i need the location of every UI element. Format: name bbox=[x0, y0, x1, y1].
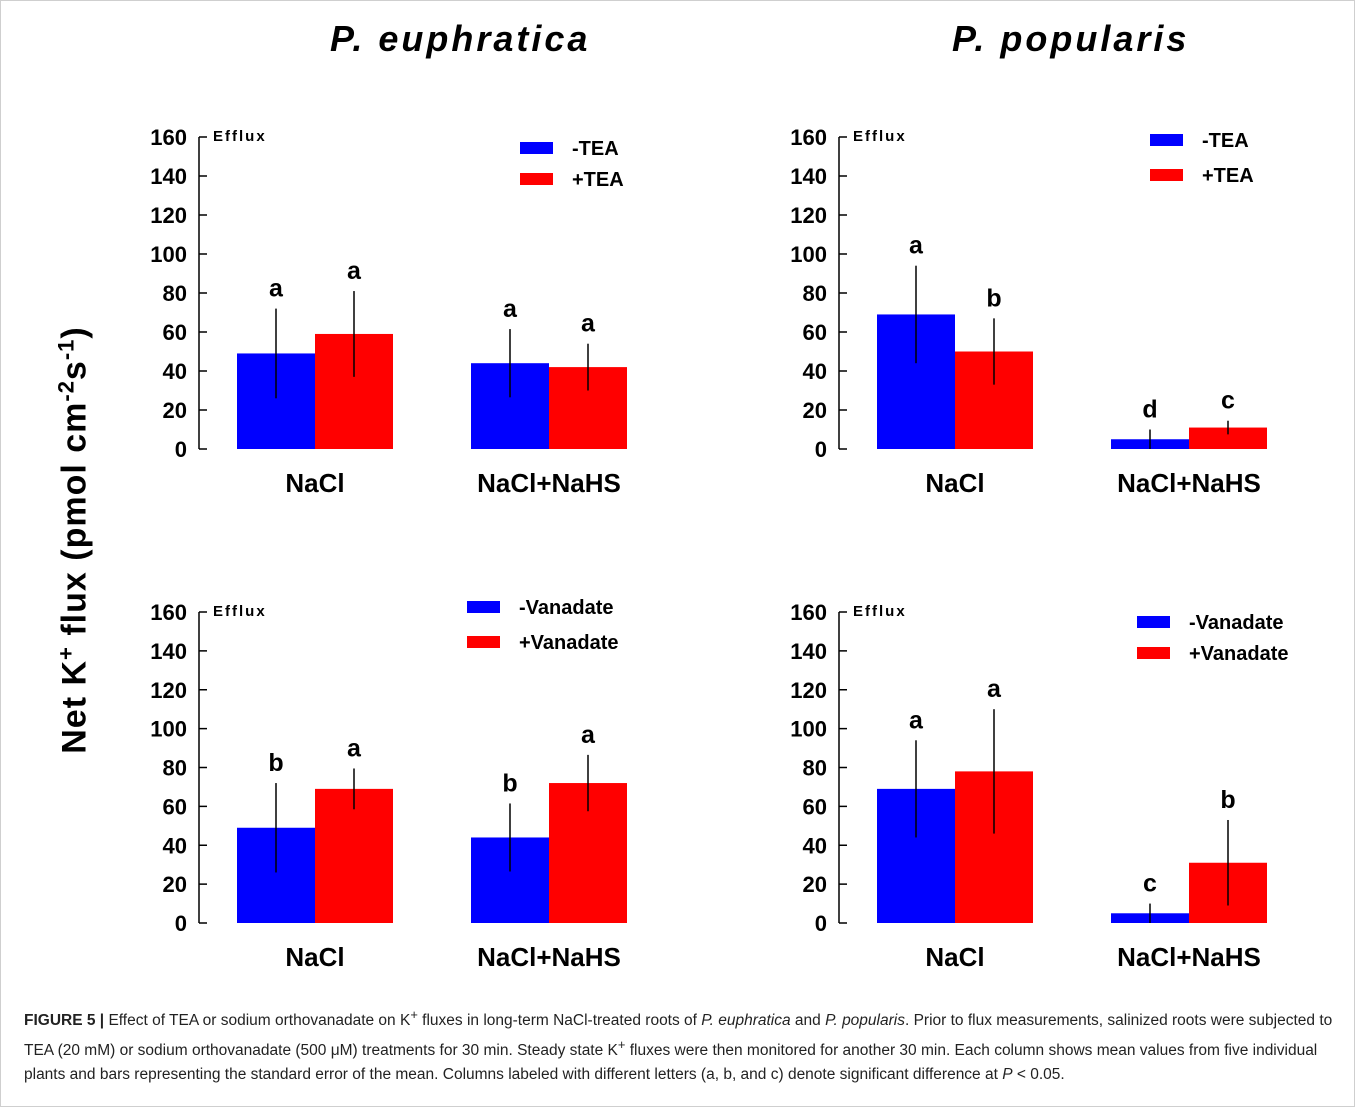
panel-bottom-right-category-label: NaCl bbox=[925, 942, 984, 972]
panel-bottom-left-y-tick-label: 0 bbox=[175, 911, 187, 936]
panel-top-left-efflux-label: Efflux bbox=[213, 128, 267, 145]
panel-top-left-y-tick-label: 20 bbox=[163, 398, 187, 423]
panel-bottom-left-y-tick-label: 60 bbox=[163, 794, 187, 819]
panel-top-left-y-tick-label: 140 bbox=[150, 164, 187, 189]
caption-text-4: . Prior to flux measurements, salinized … bbox=[24, 1012, 1333, 1060]
species-title-popularis: P. popularis bbox=[952, 18, 1190, 59]
caption-sup-1: + bbox=[410, 1007, 418, 1022]
panel-bottom-right-y-tick-label: 40 bbox=[803, 833, 827, 858]
panel-top-right-y-tick-label: 60 bbox=[803, 320, 827, 345]
caption-text-2: fluxes in long-term NaCl-treated roots o… bbox=[417, 1012, 702, 1030]
panel-bottom-right-legend-swatch bbox=[1137, 647, 1170, 659]
panel-top-left-y-tick-label: 120 bbox=[150, 203, 187, 228]
panel-bottom-left-y-tick-label: 160 bbox=[150, 600, 187, 625]
caption-species-1: P. euphratica bbox=[701, 1012, 791, 1030]
caption-species-2: P. popularis bbox=[825, 1012, 905, 1030]
panel-top-left-significance-letter: a bbox=[269, 275, 284, 303]
panel-bottom-right-y-tick-label: 100 bbox=[790, 717, 827, 742]
panel-bottom-left-significance-letter: a bbox=[347, 734, 362, 762]
panel-bottom-right-significance-letter: b bbox=[1220, 786, 1235, 814]
panel-top-left-significance-letter: a bbox=[347, 257, 362, 285]
panel-bottom-right-legend-swatch bbox=[1137, 616, 1170, 628]
panel-bottom-right-significance-letter: a bbox=[987, 675, 1002, 703]
caption-text-5: fluxes were then monitored for another 3… bbox=[24, 1042, 1318, 1084]
panel-top-right-legend-swatch bbox=[1150, 169, 1183, 181]
panel-bottom-right-efflux-label: Efflux bbox=[853, 603, 907, 620]
panel-top-right-y-tick-label: 40 bbox=[803, 359, 827, 384]
panel-top-left-category-label: NaCl bbox=[285, 468, 344, 498]
panel-bottom-right-legend-label: +Vanadate bbox=[1189, 643, 1289, 665]
caption-p: P bbox=[1002, 1066, 1013, 1084]
panel-top-right-category-label: NaCl+NaHS bbox=[1117, 468, 1261, 498]
panel-top-left-legend-label: +TEA bbox=[572, 169, 624, 191]
panel-top-right-significance-letter: a bbox=[909, 232, 924, 260]
panel-top-right-efflux-label: Efflux bbox=[853, 128, 907, 145]
panel-bottom-left-category-label: NaCl bbox=[285, 942, 344, 972]
panel-bottom-left-significance-letter: b bbox=[502, 769, 517, 797]
panel-bottom-left-legend-swatch bbox=[467, 636, 500, 648]
panel-bottom-left-y-tick-label: 20 bbox=[163, 872, 187, 897]
panel-top-left-legend-label: -TEA bbox=[572, 138, 619, 160]
panel-top-left-legend-swatch bbox=[520, 142, 553, 154]
panel-top-right-legend-label: +TEA bbox=[1202, 165, 1254, 187]
caption-text-1: Effect of TEA or sodium orthovanadate on… bbox=[104, 1012, 411, 1030]
panel-top-right-y-tick-label: 140 bbox=[790, 164, 827, 189]
panel-top-right-y-tick-label: 20 bbox=[803, 398, 827, 423]
panel-bottom-left-efflux-label: Efflux bbox=[213, 603, 267, 620]
panel-top-right-legend-label: -TEA bbox=[1202, 130, 1249, 152]
panel-bottom-right-y-tick-label: 160 bbox=[790, 600, 827, 625]
panel-top-right-category-label: NaCl bbox=[925, 468, 984, 498]
panel-top-left-category-label: NaCl+NaHS bbox=[477, 468, 621, 498]
panel-bottom-left-y-tick-label: 140 bbox=[150, 639, 187, 664]
panel-top-right-significance-letter: b bbox=[986, 284, 1001, 312]
panel-bottom-right-y-tick-label: 80 bbox=[803, 756, 827, 781]
panel-top-left-legend-swatch bbox=[520, 173, 553, 185]
panel-top-left-significance-letter: a bbox=[503, 295, 518, 323]
caption-text-6: < 0.05. bbox=[1012, 1066, 1065, 1084]
panel-top-left-y-tick-label: 160 bbox=[150, 125, 187, 150]
panel-top-right-y-tick-label: 160 bbox=[790, 125, 827, 150]
panel-bottom-right-category-label: NaCl+NaHS bbox=[1117, 942, 1261, 972]
panel-bottom-left-y-tick-label: 80 bbox=[163, 756, 187, 781]
panel-top-left-y-tick-label: 40 bbox=[163, 359, 187, 384]
panel-top-right-y-tick-label: 0 bbox=[815, 437, 827, 462]
caption-label: FIGURE 5 | bbox=[24, 1012, 105, 1030]
panel-bottom-right-y-tick-label: 20 bbox=[803, 872, 827, 897]
panel-bottom-right-significance-letter: c bbox=[1143, 870, 1157, 898]
panel-bottom-right-y-tick-label: 60 bbox=[803, 794, 827, 819]
panel-top-right-y-tick-label: 100 bbox=[790, 242, 827, 267]
panel-bottom-left-bar bbox=[315, 788, 393, 923]
panel-bottom-left-category-label: NaCl+NaHS bbox=[477, 942, 621, 972]
panel-bottom-right-y-tick-label: 120 bbox=[790, 678, 827, 703]
panel-top-right-legend-swatch bbox=[1150, 134, 1183, 146]
panel-top-left-y-tick-label: 0 bbox=[175, 437, 187, 462]
figure-caption: FIGURE 5 | Effect of TEA or sodium ortho… bbox=[24, 1003, 1334, 1087]
panel-top-left-y-tick-label: 80 bbox=[163, 281, 187, 306]
caption-text-3: and bbox=[790, 1012, 826, 1030]
panel-bottom-right-legend-label: -Vanadate bbox=[1189, 612, 1283, 634]
panel-top-left-y-tick-label: 60 bbox=[163, 320, 187, 345]
panel-top-right-bar bbox=[1189, 427, 1267, 449]
panel-bottom-left-y-tick-label: 120 bbox=[150, 678, 187, 703]
panel-bottom-left-y-tick-label: 40 bbox=[163, 833, 187, 858]
panel-top-right-y-tick-label: 80 bbox=[803, 281, 827, 306]
panel-bottom-right-y-tick-label: 0 bbox=[815, 911, 827, 936]
panel-bottom-right-y-tick-label: 140 bbox=[790, 639, 827, 664]
panel-bottom-left-y-tick-label: 100 bbox=[150, 717, 187, 742]
caption-sup-2: + bbox=[617, 1037, 626, 1053]
panel-bottom-left-significance-letter: a bbox=[581, 721, 596, 749]
panel-top-right-y-tick-label: 120 bbox=[790, 203, 827, 228]
panel-top-right-significance-letter: d bbox=[1142, 396, 1157, 424]
panel-top-left-y-tick-label: 100 bbox=[150, 242, 187, 267]
panel-top-left-significance-letter: a bbox=[581, 310, 596, 338]
panel-top-right-significance-letter: c bbox=[1221, 387, 1235, 415]
species-title-euphratica: P. euphratica bbox=[330, 18, 591, 59]
panel-bottom-left-significance-letter: b bbox=[268, 749, 283, 777]
panel-bottom-right-significance-letter: a bbox=[909, 706, 924, 734]
panel-bottom-left-legend-label: +Vanadate bbox=[519, 632, 619, 654]
panel-bottom-left-legend-swatch bbox=[467, 601, 500, 613]
panel-bottom-left-legend-label: -Vanadate bbox=[519, 597, 613, 619]
